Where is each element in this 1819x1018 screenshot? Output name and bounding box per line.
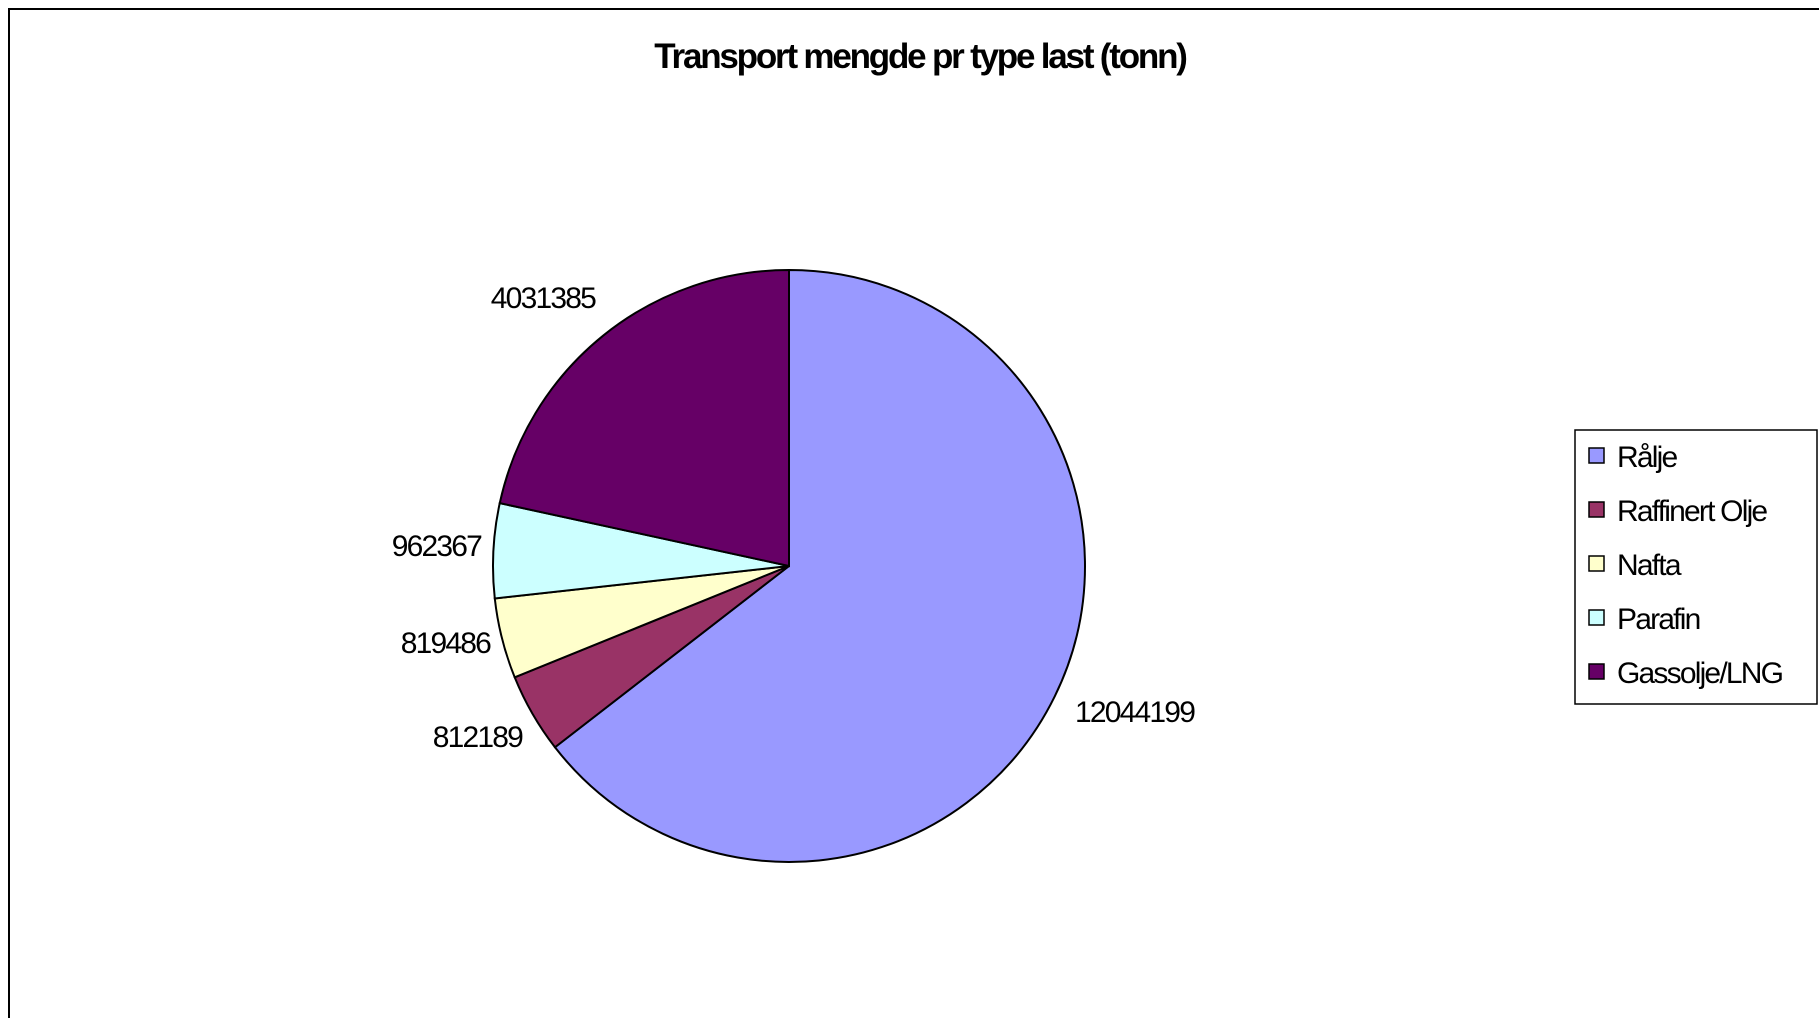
legend-box	[1574, 429, 1818, 705]
legend-swatch-4	[1588, 609, 1605, 626]
legend-swatch-2	[1588, 501, 1605, 518]
legend-label-4: Parafin	[1617, 603, 1700, 636]
legend-label-3: Nafta	[1617, 549, 1682, 582]
data-label-1: 12044199	[1075, 696, 1195, 729]
legend: Rålje Raffinert Olje Nafta Parafin Gassolje/…	[1574, 429, 1818, 705]
legend-label-2: Raffinert Olje	[1617, 495, 1767, 528]
pie-slice-5	[498, 268, 790, 568]
data-label-5: 4031385	[491, 282, 596, 315]
data-label-3: 819486	[401, 627, 491, 660]
legend-swatch-1	[1588, 447, 1605, 464]
legend-label-1: Rålje	[1617, 441, 1677, 474]
chart-title: Transport mengde pr type last (tonn)	[654, 37, 1186, 76]
legend-swatch-3	[1588, 555, 1605, 572]
pie-slice-1	[553, 268, 1086, 863]
data-label-4: 962367	[392, 530, 482, 563]
data-label-2: 812189	[433, 721, 523, 754]
legend-swatch-5	[1588, 663, 1605, 680]
pie-data-labels: 12044199 812189 819486 962367 4031385	[392, 282, 1197, 754]
legend-label-5: Gassolje/LNG	[1617, 657, 1783, 690]
pie-slices	[492, 268, 1086, 863]
